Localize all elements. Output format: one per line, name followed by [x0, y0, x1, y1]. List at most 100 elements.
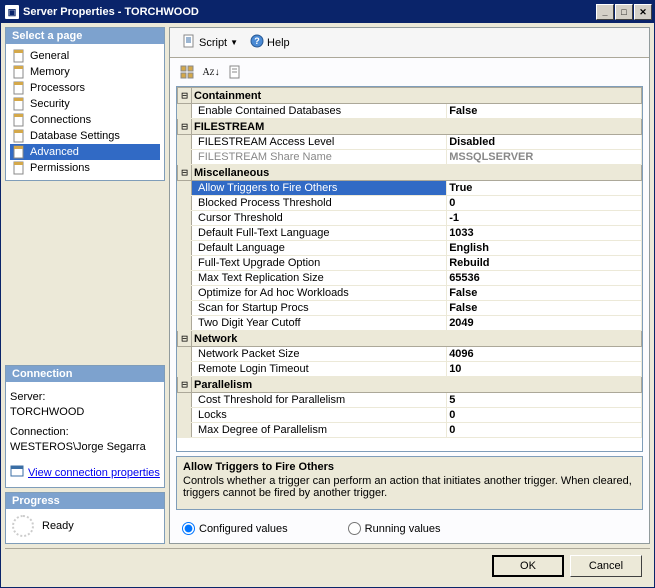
select-page-panel: Select a page GeneralMemoryProcessorsSec…	[5, 27, 165, 181]
dialog-buttons: OK Cancel	[5, 548, 650, 583]
properties-button[interactable]	[224, 62, 246, 82]
property-row[interactable]: Default LanguageEnglish	[178, 241, 642, 256]
property-row[interactable]: Cost Threshold for Parallelism5	[178, 393, 642, 408]
property-key: FILESTREAM Share Name	[192, 150, 447, 165]
property-value[interactable]: -1	[447, 211, 642, 226]
help-label: Help	[267, 37, 290, 49]
progress-panel: Progress Ready	[5, 492, 165, 544]
running-radio-input[interactable]	[348, 522, 361, 535]
property-value[interactable]: 1033	[447, 226, 642, 241]
property-value[interactable]: MSSQLSERVER	[447, 150, 642, 165]
values-radio-group: Configured values Running values	[170, 514, 649, 543]
script-icon	[182, 34, 196, 51]
property-value[interactable]: Disabled	[447, 135, 642, 150]
property-value[interactable]: 5	[447, 393, 642, 408]
property-row[interactable]: Network Packet Size4096	[178, 347, 642, 362]
connection-panel: Connection Server: TORCHWOOD Connection:…	[5, 365, 165, 488]
sidebar-item-label: Processors	[30, 82, 85, 94]
property-row[interactable]: Full-Text Upgrade OptionRebuild	[178, 256, 642, 271]
property-value[interactable]: 0	[447, 408, 642, 423]
property-row[interactable]: Default Full-Text Language1033	[178, 226, 642, 241]
property-row[interactable]: Optimize for Ad hoc WorkloadsFalse	[178, 286, 642, 301]
configured-radio-input[interactable]	[182, 522, 195, 535]
ok-button[interactable]: OK	[492, 555, 564, 577]
collapse-icon[interactable]: ⊟	[178, 88, 192, 104]
property-row[interactable]: Remote Login Timeout10	[178, 362, 642, 377]
property-value[interactable]: True	[447, 181, 642, 196]
server-label: Server:	[10, 390, 160, 405]
sidebar-item-processors[interactable]: Processors	[10, 80, 160, 96]
page-icon	[12, 97, 26, 111]
property-value[interactable]: 2049	[447, 316, 642, 331]
cancel-button[interactable]: Cancel	[570, 555, 642, 577]
alphabetical-button[interactable]: AZ↓	[200, 62, 222, 82]
property-key: Blocked Process Threshold	[192, 196, 447, 211]
property-key: Default Language	[192, 241, 447, 256]
collapse-icon[interactable]: ⊟	[178, 377, 192, 393]
window-title: Server Properties - TORCHWOOD	[23, 6, 596, 18]
property-row[interactable]: Allow Triggers to Fire OthersTrue	[178, 181, 642, 196]
sidebar-item-security[interactable]: Security	[10, 96, 160, 112]
minimize-button[interactable]: _	[596, 4, 614, 20]
help-button[interactable]: ? Help	[246, 32, 294, 53]
property-value[interactable]: False	[447, 301, 642, 316]
property-key: Max Degree of Parallelism	[192, 423, 447, 438]
property-key: FILESTREAM Access Level	[192, 135, 447, 150]
property-value[interactable]: False	[447, 286, 642, 301]
property-value[interactable]: English	[447, 241, 642, 256]
collapse-icon[interactable]: ⊟	[178, 119, 192, 135]
property-value[interactable]: False	[447, 104, 642, 119]
sidebar-item-advanced[interactable]: Advanced	[10, 144, 160, 160]
sidebar-item-label: Advanced	[30, 146, 79, 158]
collapse-icon[interactable]: ⊟	[178, 165, 192, 181]
sidebar-item-memory[interactable]: Memory	[10, 64, 160, 80]
help-icon: ?	[250, 34, 264, 51]
property-value[interactable]: 10	[447, 362, 642, 377]
sidebar-item-label: Database Settings	[30, 130, 120, 142]
property-row[interactable]: Blocked Process Threshold0	[178, 196, 642, 211]
script-label: Script	[199, 37, 227, 49]
sidebar-item-database-settings[interactable]: Database Settings	[10, 128, 160, 144]
page-icon	[12, 65, 26, 79]
property-row[interactable]: Max Text Replication Size65536	[178, 271, 642, 286]
property-row[interactable]: Enable Contained DatabasesFalse	[178, 104, 642, 119]
category-row: ⊟Parallelism	[178, 377, 642, 393]
progress-status: Ready	[42, 520, 74, 532]
property-row[interactable]: Max Degree of Parallelism0	[178, 423, 642, 438]
property-grid: ⊟ContainmentEnable Contained DatabasesFa…	[176, 86, 643, 452]
close-button[interactable]: ✕	[634, 4, 652, 20]
property-key: Default Full-Text Language	[192, 226, 447, 241]
property-row[interactable]: FILESTREAM Access LevelDisabled	[178, 135, 642, 150]
property-value[interactable]: Rebuild	[447, 256, 642, 271]
property-row[interactable]: Scan for Startup ProcsFalse	[178, 301, 642, 316]
property-value[interactable]: 0	[447, 196, 642, 211]
page-icon	[12, 113, 26, 127]
page-icon	[12, 129, 26, 143]
property-key: Two Digit Year Cutoff	[192, 316, 447, 331]
script-button[interactable]: Script ▼	[178, 32, 242, 53]
sidebar-item-general[interactable]: General	[10, 48, 160, 64]
category-label: Parallelism	[192, 377, 642, 393]
maximize-button[interactable]: □	[615, 4, 633, 20]
property-row[interactable]: Two Digit Year Cutoff2049	[178, 316, 642, 331]
sidebar-item-permissions[interactable]: Permissions	[10, 160, 160, 176]
property-value[interactable]: 65536	[447, 271, 642, 286]
view-connection-properties-link[interactable]: View connection properties	[28, 466, 160, 481]
running-values-radio[interactable]: Running values	[348, 522, 441, 535]
property-value[interactable]: 0	[447, 423, 642, 438]
property-value[interactable]: 4096	[447, 347, 642, 362]
sidebar-item-connections[interactable]: Connections	[10, 112, 160, 128]
sidebar-item-label: Memory	[30, 66, 70, 78]
property-row[interactable]: Locks0	[178, 408, 642, 423]
categorized-button[interactable]	[176, 62, 198, 82]
configured-values-radio[interactable]: Configured values	[182, 522, 288, 535]
category-row: ⊟Network	[178, 331, 642, 347]
window-icon: ▣	[5, 5, 19, 19]
collapse-icon[interactable]: ⊟	[178, 331, 192, 347]
category-label: Miscellaneous	[192, 165, 642, 181]
connection-value: WESTEROS\Jorge Segarra	[10, 440, 160, 455]
category-row: ⊟Containment	[178, 88, 642, 104]
sidebar-item-label: Connections	[30, 114, 91, 126]
property-row[interactable]: FILESTREAM Share NameMSSQLSERVER	[178, 150, 642, 165]
property-row[interactable]: Cursor Threshold-1	[178, 211, 642, 226]
